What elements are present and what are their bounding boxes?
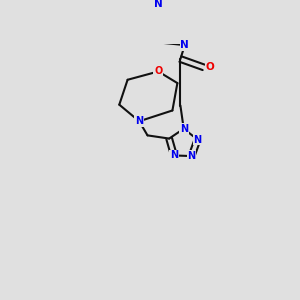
Text: N: N — [180, 124, 188, 134]
Text: N: N — [154, 0, 163, 9]
Text: N: N — [194, 135, 202, 145]
Text: N: N — [170, 151, 178, 160]
Text: O: O — [206, 62, 215, 72]
Text: N: N — [135, 116, 143, 126]
Text: N: N — [188, 151, 196, 161]
Text: N: N — [180, 40, 189, 50]
Text: O: O — [154, 67, 162, 76]
